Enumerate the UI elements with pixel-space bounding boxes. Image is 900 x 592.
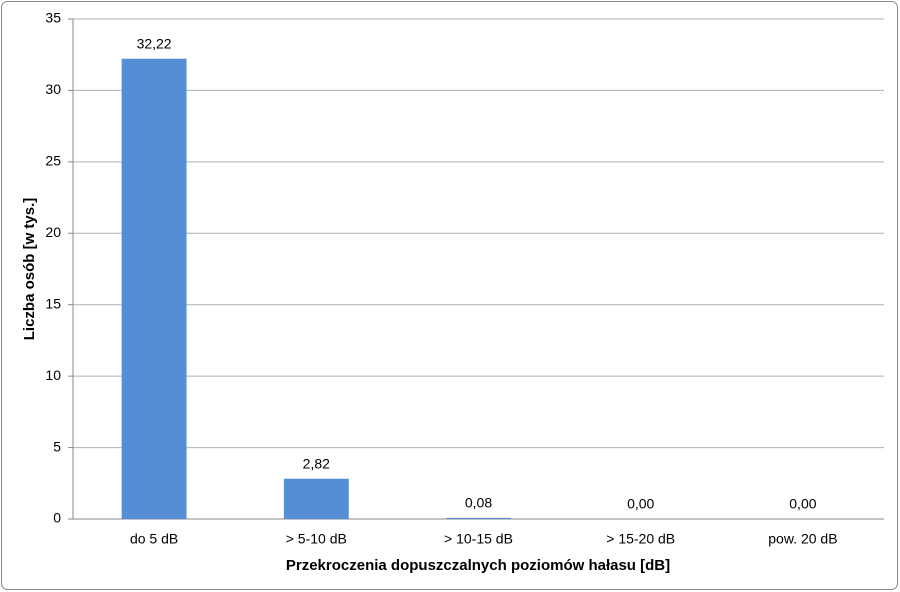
bar xyxy=(283,478,349,519)
y-tick-label: 35 xyxy=(45,10,61,26)
value-label: 0,00 xyxy=(627,496,654,512)
y-tick-label: 10 xyxy=(45,367,61,383)
y-axis-title: Liczba osób [w tys.] xyxy=(21,198,38,341)
value-label: 32,22 xyxy=(137,35,172,51)
y-tick-label: 25 xyxy=(45,153,61,169)
x-tick-label: > 10-15 dB xyxy=(444,531,513,547)
y-tick-label: 5 xyxy=(53,438,61,454)
bar xyxy=(446,517,511,519)
x-tick-label: pow. 20 dB xyxy=(768,531,837,547)
y-tick-label: 20 xyxy=(45,224,61,240)
x-tick-label: > 5-10 dB xyxy=(286,531,347,547)
y-tick-label: 15 xyxy=(45,295,61,311)
value-label: 0,00 xyxy=(789,496,816,512)
x-tick-label: > 15-20 dB xyxy=(606,531,675,547)
value-label: 0,08 xyxy=(465,495,492,511)
bar xyxy=(121,58,187,519)
x-axis-title: Przekroczenia dopuszczalnych poziomów ha… xyxy=(286,557,670,574)
y-tick-label: 30 xyxy=(45,81,61,97)
y-tick-label: 0 xyxy=(53,510,61,526)
x-tick-label: do 5 dB xyxy=(130,531,178,547)
value-label: 2,82 xyxy=(303,455,330,471)
